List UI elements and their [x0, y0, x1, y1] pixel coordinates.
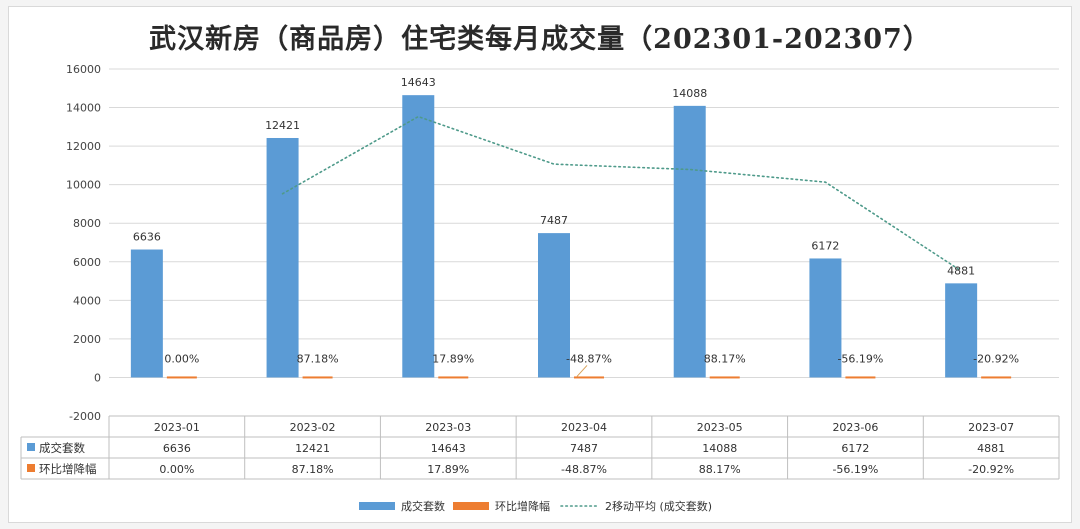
table-rowhead-pct: 环比增降幅: [39, 462, 97, 476]
table-cell-units: 6172: [841, 442, 869, 455]
table-cell-pct: -48.87%: [561, 463, 607, 476]
bar-mom-change: [981, 376, 1012, 379]
moving-average: [281, 115, 962, 272]
legend-label-trend: 2移动平均 (成交套数): [605, 499, 712, 513]
table-cell-units: 14643: [431, 442, 466, 455]
data-label-units: 12421: [265, 119, 300, 132]
x-category-label: 2023-01: [154, 421, 200, 434]
data-label-pct: -20.92%: [973, 352, 1019, 365]
bar-units-sold: [402, 95, 435, 378]
bar-units-sold: [673, 105, 706, 378]
y-tick-label: 0: [94, 371, 101, 384]
bar-mom-change: [709, 376, 740, 379]
x-category-label: 2023-03: [425, 421, 471, 434]
y-tick-label: 12000: [66, 140, 101, 153]
bars: [130, 95, 1012, 379]
data-labels: 6636 0.00% 12421 87.18% 14643 17.89% 7487 -48.8…: [133, 76, 1019, 377]
data-label-units: 14643: [401, 76, 436, 89]
table-cell-pct: 87.18%: [292, 463, 334, 476]
data-label-pct: 0.00%: [164, 352, 199, 365]
chart-title: 武汉新房（商品房）住宅类每月成交量（202301-202307）: [149, 23, 931, 55]
data-label-pct: 17.89%: [432, 352, 474, 365]
bar-mom-change: [438, 376, 469, 379]
chart-frame: 武汉新房（商品房）住宅类每月成交量（202301-202307） -2000 0 2…: [8, 6, 1072, 523]
y-tick-label: 16000: [66, 63, 101, 76]
table-key-pct: [27, 464, 35, 472]
bar-mom-change: [166, 376, 197, 379]
bar-units-sold: [130, 249, 163, 378]
y-tick-label: 4000: [73, 294, 101, 307]
chart-svg: 武汉新房（商品房）住宅类每月成交量（202301-202307） -2000 0 2…: [20, 23, 1060, 513]
table-cell-pct: 17.89%: [427, 463, 469, 476]
table-cell-pct: -20.92%: [968, 463, 1014, 476]
x-category-label: 2023-07: [968, 421, 1014, 434]
legend-swatch-pct: [453, 502, 489, 510]
bar-mom-change: [574, 376, 604, 379]
table-cell-units: 14088: [702, 442, 737, 455]
bar-mom-change: [302, 376, 333, 379]
bar-units-sold: [809, 258, 842, 378]
x-category-label: 2023-02: [290, 421, 336, 434]
table-cell-units: 6636: [163, 442, 191, 455]
bar-units-sold: [945, 283, 978, 378]
y-tick-label: -2000: [69, 410, 101, 423]
y-tick-label: 8000: [73, 217, 101, 230]
legend-label-pct: 环比增降幅: [495, 499, 550, 513]
legend-label-units: 成交套数: [401, 499, 445, 513]
data-label-pct: -48.87%: [566, 352, 612, 365]
data-label-units: 4881: [947, 264, 975, 277]
table-cell-pct: -56.19%: [832, 463, 878, 476]
data-label-units: 14088: [672, 87, 707, 100]
bar-units-sold: [538, 233, 570, 378]
table-key-units: [27, 443, 35, 451]
y-axis: -2000 0 2000 4000 6000 8000 10000 12000 14000 160…: [66, 63, 101, 423]
bar-mom-change: [845, 376, 876, 379]
data-label-pct: 88.17%: [704, 352, 746, 365]
table-cell-units: 7487: [570, 442, 598, 455]
table-cell-pct: 0.00%: [159, 463, 194, 476]
data-table: 2023-01 6636 0.00% 2023-02 12421 87.18% 2023-0…: [20, 415, 1060, 480]
bar-units-sold: [266, 137, 299, 378]
x-category-label: 2023-05: [697, 421, 743, 434]
data-label-pct: -56.19%: [837, 352, 883, 365]
y-tick-label: 14000: [66, 102, 101, 115]
table-cell-pct: 88.17%: [699, 463, 741, 476]
legend-swatch-units: [359, 502, 395, 510]
table-cell-units: 4881: [977, 442, 1005, 455]
x-category-label: 2023-04: [561, 421, 607, 434]
y-tick-label: 2000: [73, 333, 101, 346]
data-label-pct: 87.18%: [297, 352, 339, 365]
data-label-units: 6636: [133, 231, 161, 244]
moving-average-line: [281, 115, 962, 272]
table-cell-units: 12421: [295, 442, 330, 455]
data-label-units: 6172: [811, 239, 839, 252]
legend: 成交套数 环比增降幅 2移动平均 (成交套数): [359, 499, 712, 513]
x-category-label: 2023-06: [832, 421, 878, 434]
y-tick-label: 6000: [73, 256, 101, 269]
data-label-units: 7487: [540, 214, 568, 227]
table-rowhead-units: 成交套数: [39, 441, 85, 455]
leader-line: [576, 365, 588, 377]
y-tick-label: 10000: [66, 179, 101, 192]
